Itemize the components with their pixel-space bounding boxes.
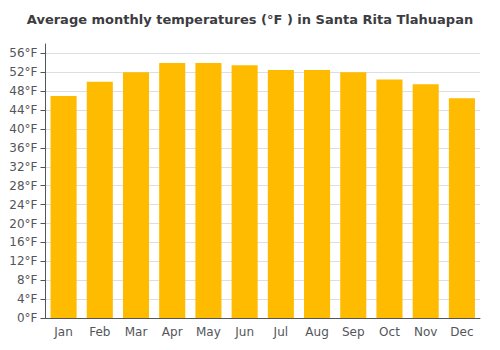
svg-text:Apr: Apr [162, 325, 183, 339]
svg-text:52°F: 52°F [9, 65, 37, 79]
svg-text:28°F: 28°F [9, 179, 37, 193]
svg-text:56°F: 56°F [9, 46, 37, 60]
svg-text:24°F: 24°F [9, 198, 37, 212]
svg-text:8°F: 8°F [17, 273, 38, 287]
svg-text:16°F: 16°F [9, 235, 37, 249]
svg-text:Average monthly temperatures (: Average monthly temperatures (°F ) in Sa… [27, 12, 473, 27]
svg-text:Jul: Jul [273, 325, 288, 339]
svg-text:Aug: Aug [305, 325, 328, 339]
svg-text:Feb: Feb [89, 325, 110, 339]
svg-text:32°F: 32°F [9, 160, 37, 174]
svg-text:0°F: 0°F [17, 311, 38, 325]
svg-text:Nov: Nov [414, 325, 437, 339]
svg-text:20°F: 20°F [9, 217, 37, 231]
svg-text:Jan: Jan [53, 325, 72, 339]
svg-text:Dec: Dec [450, 325, 473, 339]
svg-text:Mar: Mar [125, 325, 148, 339]
svg-text:48°F: 48°F [9, 84, 37, 98]
svg-text:Sep: Sep [342, 325, 365, 339]
svg-text:Jun: Jun [234, 325, 254, 339]
svg-text:36°F: 36°F [9, 141, 37, 155]
svg-text:12°F: 12°F [9, 254, 37, 268]
svg-text:40°F: 40°F [9, 122, 37, 136]
svg-text:May: May [196, 325, 221, 339]
svg-text:Oct: Oct [379, 325, 400, 339]
svg-text:4°F: 4°F [17, 292, 38, 306]
svg-text:44°F: 44°F [9, 103, 37, 117]
